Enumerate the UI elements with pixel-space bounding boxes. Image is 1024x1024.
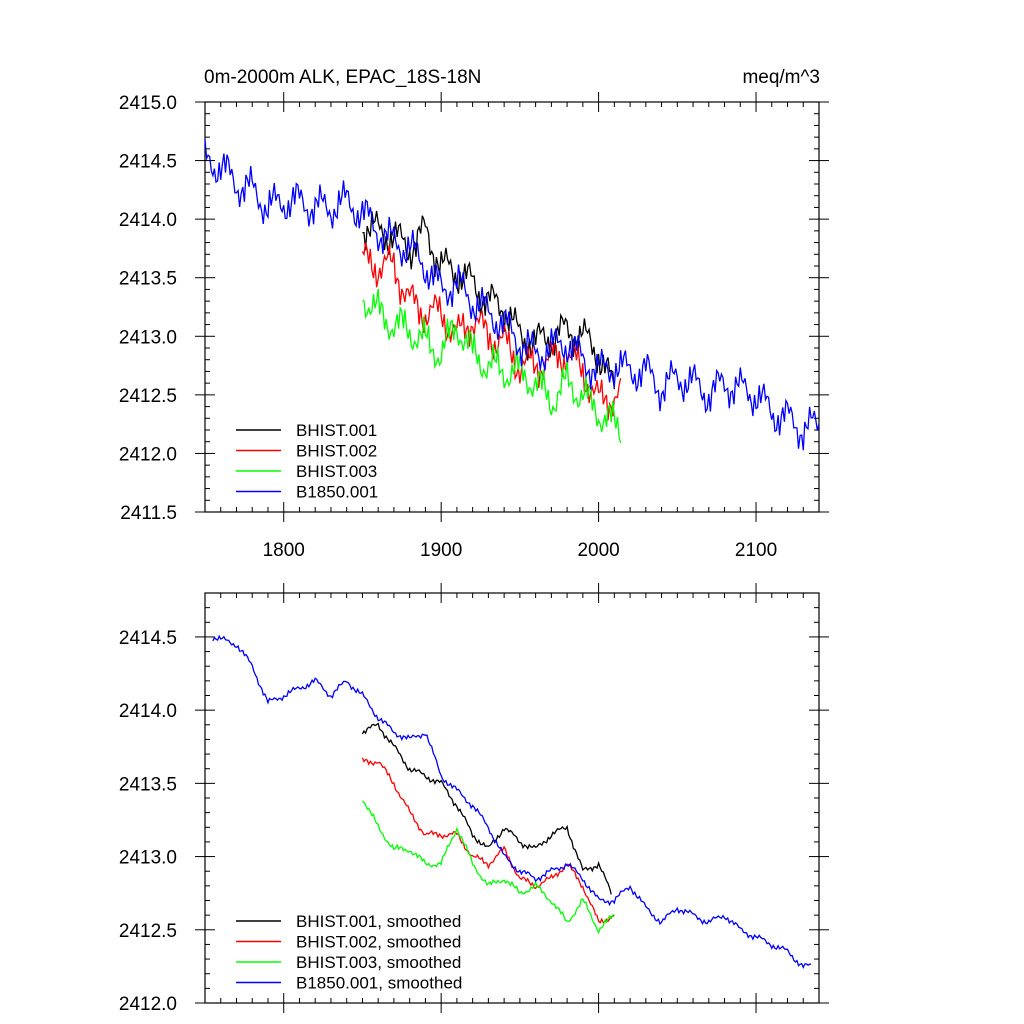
legend-label: BHIST.001 xyxy=(296,421,377,440)
series-line xyxy=(361,722,612,895)
top-panel: 0m-2000m ALK, EPAC_18S-18N meq/m^3 1800 1… xyxy=(119,67,829,561)
y-tick-label: 2412.0 xyxy=(119,994,177,1015)
y-tick-label: 2413.0 xyxy=(119,327,177,348)
legend-label: BHIST.002 xyxy=(296,442,377,461)
y-tick-label: 2413.5 xyxy=(119,774,177,795)
series-line xyxy=(361,757,615,924)
plot-frame xyxy=(204,101,820,513)
legend-label: B1850.001 xyxy=(296,483,378,502)
x-tick-label: 2100 xyxy=(735,540,777,561)
y-tick-label: 2414.0 xyxy=(119,701,177,722)
y-tick-label: 2413.0 xyxy=(119,848,177,869)
legend-label: BHIST.001, smoothed xyxy=(296,912,461,931)
series-line xyxy=(204,139,820,451)
series-line xyxy=(361,800,615,935)
legend-label: BHIST.002, smoothed xyxy=(296,933,461,952)
y-tick-label: 2414.0 xyxy=(119,210,177,231)
series-line xyxy=(361,242,622,421)
bottom-panel: 2412.0 2412.5 2413.0 2413.5 2414.0 2414.5 BHIS… xyxy=(119,583,829,1015)
y-tick-label: 2412.5 xyxy=(119,386,177,407)
y-tick-label: 2412.0 xyxy=(119,444,177,465)
series-line xyxy=(212,634,812,970)
chart-title: 0m-2000m ALK, EPAC_18S-18N xyxy=(204,67,481,88)
y-tick-label: 2411.5 xyxy=(120,503,177,524)
x-tick-label: 1900 xyxy=(420,540,462,561)
x-tick-label: 1800 xyxy=(263,540,305,561)
series-line xyxy=(362,210,615,390)
y-tick-label: 2414.5 xyxy=(119,628,177,649)
y-tick-label: 2413.5 xyxy=(119,269,177,290)
legend-label: B1850.001, smoothed xyxy=(296,974,462,993)
series-line xyxy=(362,288,622,444)
legend-label: BHIST.003 xyxy=(296,462,377,481)
y-tick-label: 2415.0 xyxy=(119,93,177,114)
y-tick-label: 2414.5 xyxy=(119,152,177,173)
legend-label: BHIST.003, smoothed xyxy=(296,953,461,972)
x-tick-label: 2000 xyxy=(577,540,619,561)
chart-units: meq/m^3 xyxy=(742,67,820,88)
y-tick-label: 2412.5 xyxy=(119,921,177,942)
